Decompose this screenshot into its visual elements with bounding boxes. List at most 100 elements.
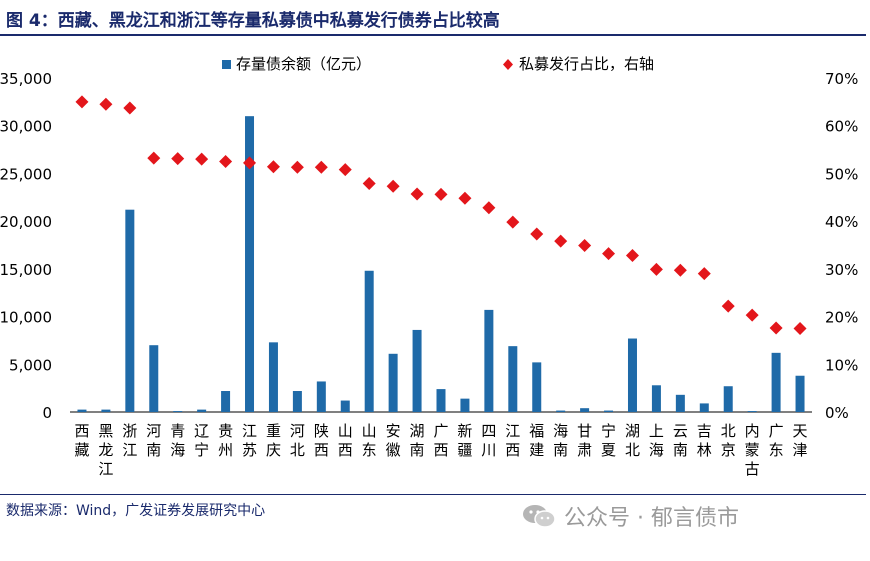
marker bbox=[745, 308, 759, 322]
bar bbox=[292, 391, 302, 412]
category-label: 福建 bbox=[529, 422, 544, 459]
legend-bar-swatch bbox=[222, 60, 231, 69]
right-tick-label: 70% bbox=[825, 70, 858, 88]
bar bbox=[580, 408, 590, 412]
bar bbox=[699, 403, 709, 412]
left-tick-label: 0 bbox=[42, 404, 52, 422]
category-label: 安徽 bbox=[386, 422, 401, 459]
marker bbox=[195, 152, 209, 166]
marker bbox=[482, 201, 496, 215]
marker bbox=[410, 187, 424, 201]
marker bbox=[721, 299, 735, 313]
marker bbox=[147, 151, 161, 165]
right-tick-label: 0% bbox=[825, 404, 849, 422]
right-tick-label: 30% bbox=[825, 261, 858, 279]
category-label: 山东 bbox=[362, 422, 377, 459]
marker bbox=[219, 155, 233, 168]
bar bbox=[723, 386, 733, 412]
footer-divider bbox=[0, 494, 866, 495]
marker bbox=[697, 267, 711, 281]
bar bbox=[173, 411, 183, 412]
chart: 0 5,000 10,000 15,000 20,000 25,000 30,000 35,0… bbox=[0, 55, 858, 478]
marker bbox=[290, 160, 304, 174]
category-label: 西藏 bbox=[74, 422, 89, 459]
legend-marker-label: 私募发行占比，右轴 bbox=[519, 55, 654, 73]
category-label: 广东 bbox=[769, 422, 784, 459]
category-label: 重庆 bbox=[266, 422, 281, 459]
right-tick-label: 20% bbox=[825, 309, 858, 327]
category-label: 贵州 bbox=[218, 422, 233, 459]
wechat-icon bbox=[523, 505, 556, 528]
marker bbox=[673, 263, 687, 277]
marker bbox=[266, 160, 280, 174]
bar bbox=[604, 410, 614, 412]
bar bbox=[245, 116, 255, 413]
right-axis: 0% 10% 20% 30% 40% 50% 60% 70% bbox=[825, 70, 858, 422]
bar bbox=[221, 391, 231, 412]
left-tick-label: 30,000 bbox=[0, 118, 52, 136]
bar bbox=[316, 381, 326, 412]
marker bbox=[171, 152, 185, 166]
bar bbox=[795, 375, 805, 412]
watermark-text: 公众号 · 郁言债市 bbox=[564, 506, 739, 531]
left-tick-label: 35,000 bbox=[0, 70, 52, 88]
category-label: 陕西 bbox=[314, 422, 329, 459]
legend-marker-swatch bbox=[503, 59, 513, 70]
category-label: 黑龙江 bbox=[98, 422, 113, 478]
category-label: 辽宁 bbox=[194, 422, 209, 459]
marker bbox=[625, 248, 639, 262]
marker bbox=[362, 176, 376, 190]
marker bbox=[386, 179, 400, 193]
marker-series bbox=[75, 95, 807, 335]
category-label: 河南 bbox=[146, 422, 161, 459]
bar bbox=[268, 342, 278, 412]
marker bbox=[75, 95, 89, 109]
bar bbox=[340, 400, 350, 412]
watermark: 公众号 · 郁言债市 bbox=[522, 500, 739, 532]
category-label: 云南 bbox=[673, 422, 688, 459]
category-label: 江苏 bbox=[242, 422, 257, 459]
left-tick-label: 20,000 bbox=[0, 213, 52, 231]
category-label: 湖北 bbox=[625, 422, 640, 459]
bar bbox=[101, 409, 111, 412]
bar bbox=[556, 410, 566, 412]
bar bbox=[508, 346, 518, 412]
bar bbox=[125, 209, 135, 412]
marker bbox=[530, 227, 544, 241]
left-tick-label: 5,000 bbox=[9, 356, 52, 374]
category-label: 江西 bbox=[505, 422, 520, 459]
category-label: 广西 bbox=[433, 422, 448, 459]
marker bbox=[123, 101, 137, 115]
bar-series bbox=[70, 116, 812, 413]
marker bbox=[434, 187, 448, 201]
bar bbox=[771, 352, 781, 412]
category-label: 新疆 bbox=[457, 422, 472, 459]
right-tick-label: 50% bbox=[825, 165, 858, 183]
category-label: 浙江 bbox=[122, 422, 137, 459]
right-tick-label: 40% bbox=[825, 213, 858, 231]
category-label: 北京 bbox=[721, 422, 736, 459]
title-divider bbox=[0, 34, 866, 36]
right-tick-label: 60% bbox=[825, 118, 858, 136]
category-label: 四川 bbox=[481, 422, 496, 459]
legend-bar-label: 存量债余额（亿元） bbox=[236, 55, 371, 73]
category-label: 湖南 bbox=[410, 422, 425, 459]
marker bbox=[314, 160, 328, 174]
marker bbox=[338, 163, 352, 177]
marker bbox=[458, 191, 472, 205]
category-label: 山西 bbox=[338, 422, 353, 459]
category-labels: 西藏黑龙江浙江河南青海辽宁贵州江苏重庆河北陕西山西山东安徽湖南广西新疆四川江西福… bbox=[74, 422, 807, 478]
bar bbox=[675, 394, 685, 412]
category-label: 青海 bbox=[170, 422, 185, 459]
bar bbox=[77, 409, 87, 412]
bar bbox=[484, 309, 494, 412]
marker bbox=[243, 156, 257, 170]
category-label: 海南 bbox=[553, 422, 568, 459]
bar bbox=[532, 362, 542, 412]
bar bbox=[651, 385, 661, 412]
marker bbox=[554, 234, 568, 248]
category-label: 宁夏 bbox=[601, 422, 616, 459]
bar bbox=[460, 398, 470, 412]
category-label: 吉林 bbox=[697, 422, 712, 459]
legend[interactable]: 存量债余额（亿元） 私募发行占比，右轴 bbox=[222, 55, 654, 73]
